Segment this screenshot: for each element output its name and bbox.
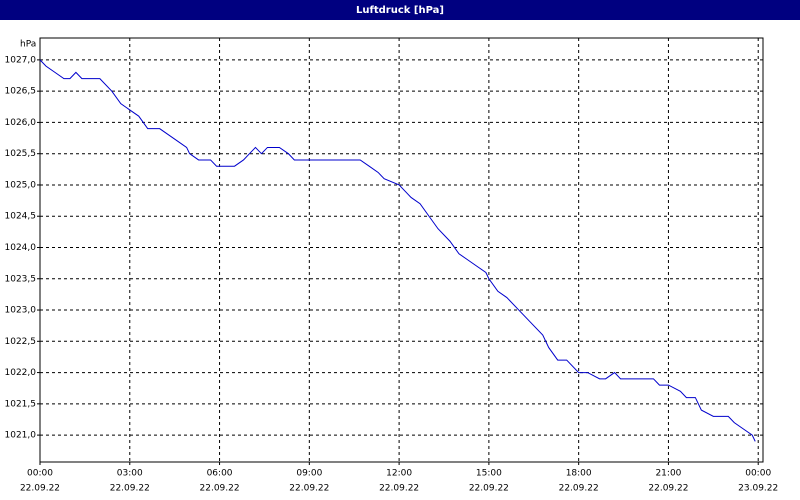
x-tick-label: 22.09.22 xyxy=(200,484,240,494)
y-unit: hPa xyxy=(20,40,36,50)
y-tick-label: 1021,0 xyxy=(5,431,37,441)
x-tick-label: 06:00 xyxy=(207,469,233,479)
x-tick-label: 22.09.22 xyxy=(379,484,419,494)
y-tick-label: 1023,5 xyxy=(5,274,37,284)
y-tick-label: 1023,0 xyxy=(5,306,37,316)
x-tick-label: 12:00 xyxy=(386,469,412,479)
x-tick-label: 21:00 xyxy=(655,469,681,479)
x-tick-label: 22.09.22 xyxy=(648,484,688,494)
chart-title: Luftdruck [hPa] xyxy=(356,5,444,16)
x-tick-label: 15:00 xyxy=(476,469,502,479)
y-tick-label: 1024,0 xyxy=(5,243,37,253)
plot-area xyxy=(39,37,764,463)
x-tick-label: 00:00 xyxy=(27,469,53,479)
y-tick-label: 1024,5 xyxy=(5,212,37,222)
x-tick-label: 00:00 xyxy=(745,469,771,479)
x-tick-label: 22.09.22 xyxy=(559,484,599,494)
x-tick-label: 18:00 xyxy=(566,469,592,479)
x-tick-label: 22.09.22 xyxy=(469,484,509,494)
y-tick-label: 1027,0 xyxy=(5,55,37,65)
x-tick-label: 09:00 xyxy=(296,469,322,479)
y-tick-label: 1026,0 xyxy=(5,118,37,128)
y-tick-label: 1025,0 xyxy=(5,180,37,190)
title-bar xyxy=(0,0,800,20)
y-tick-label: 1025,5 xyxy=(5,149,37,159)
x-tick-label: 22.09.22 xyxy=(20,484,60,494)
x-tick-label: 23.09.22 xyxy=(738,484,778,494)
x-tick-label: 03:00 xyxy=(117,469,143,479)
y-tick-label: 1026,5 xyxy=(5,87,37,97)
data-line xyxy=(39,59,756,442)
x-tick-label: 22.09.22 xyxy=(289,484,329,494)
y-tick-label: 1021,5 xyxy=(5,399,37,409)
x-tick-label: 22.09.22 xyxy=(110,484,150,494)
y-tick-label: 1022,5 xyxy=(5,337,37,347)
y-tick-label: 1022,0 xyxy=(5,368,37,378)
